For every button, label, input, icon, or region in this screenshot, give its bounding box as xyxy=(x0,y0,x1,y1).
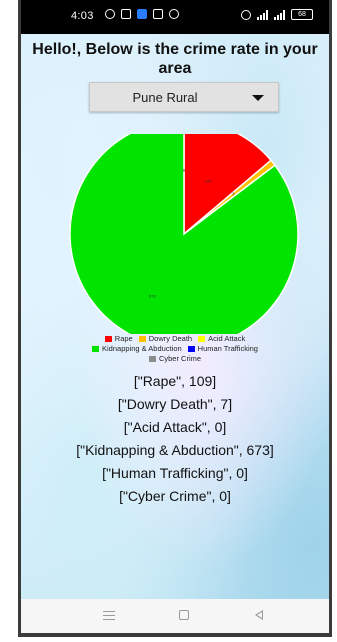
phone-frame: 4:03 68 Hello!, Below is the crime rate … xyxy=(18,0,332,637)
district-dropdown[interactable]: Pune Rural xyxy=(89,82,279,112)
signal-icon xyxy=(257,9,268,20)
data-line: ["Kidnapping & Abduction", 673] xyxy=(76,442,274,458)
legend-swatch xyxy=(92,346,100,352)
menu-icon[interactable] xyxy=(101,608,117,622)
legend-swatch xyxy=(198,336,206,342)
legend-item: Rape xyxy=(104,334,133,344)
legend-swatch xyxy=(148,356,156,362)
android-nav-bar xyxy=(21,599,329,633)
legend-item: Dowry Death xyxy=(138,334,193,344)
legend-item: Kidnapping & Abduction xyxy=(92,344,182,354)
pie-slice-label: 673 xyxy=(149,293,156,298)
app-icon xyxy=(137,9,147,19)
whatsapp-icon xyxy=(105,9,115,19)
pie-slice-label: 0 xyxy=(233,192,236,197)
data-line: ["Cyber Crime", 0] xyxy=(119,488,231,504)
home-icon[interactable] xyxy=(179,610,189,620)
legend-label: Human Trafficking xyxy=(197,344,258,353)
data-line: ["Rape", 109] xyxy=(133,373,217,389)
pie-slice-label: 0 xyxy=(183,167,186,172)
camera-icon xyxy=(121,9,131,19)
back-icon[interactable] xyxy=(255,610,263,620)
crime-data-list: ["Rape", 109] ["Dowry Death", 7] ["Acid … xyxy=(21,370,329,508)
caret-down-icon xyxy=(252,95,264,101)
status-left-icons xyxy=(105,9,179,19)
data-line: ["Human Trafficking", 0] xyxy=(102,465,248,481)
signal-2-icon xyxy=(274,9,285,20)
status-right-icons: 68 xyxy=(241,9,313,20)
legend-label: Acid Attack xyxy=(208,334,246,343)
page-title: Hello!, Below is the crime rate in your … xyxy=(32,41,318,77)
data-line: ["Dowry Death", 7] xyxy=(117,396,233,412)
main-content: Hello!, Below is the crime rate in your … xyxy=(21,34,329,603)
district-dropdown-value: Pune Rural xyxy=(132,90,198,105)
vibrate-icon xyxy=(241,9,251,20)
legend-label: Rape xyxy=(114,334,133,343)
legend-swatch xyxy=(104,336,112,342)
legend-swatch xyxy=(187,346,195,352)
notification-icon xyxy=(169,9,179,19)
legend-label: Dowry Death xyxy=(148,334,193,343)
legend-swatch xyxy=(138,336,146,342)
pie-slice-label: 109 xyxy=(205,178,212,183)
legend-item: Acid Attack xyxy=(198,334,245,344)
chart-legend: Rape Dowry Death Acid Attack Kidnapping & … xyxy=(21,334,329,364)
pie-slice-label: 7 xyxy=(232,191,235,196)
data-line: ["Acid Attack", 0] xyxy=(123,419,227,435)
legend-label: Cyber Crime xyxy=(158,354,202,363)
status-time: 4:03 xyxy=(71,10,94,22)
battery-icon: 68 xyxy=(291,9,313,20)
mail-icon xyxy=(153,9,163,19)
crime-pie-chart: 109 7 0 673 0 0 xyxy=(21,119,329,349)
pie-slice-label: 0 xyxy=(183,167,186,172)
legend-label: Kidnapping & Abduction xyxy=(102,344,182,353)
legend-item: Human Trafficking xyxy=(187,344,258,354)
status-bar: 4:03 68 xyxy=(21,0,329,34)
legend-item: Cyber Crime xyxy=(148,354,202,364)
